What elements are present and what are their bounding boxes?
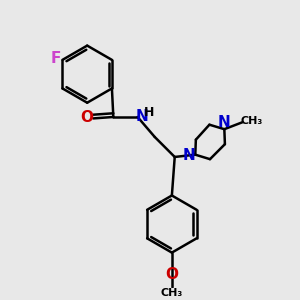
Text: H: H (144, 106, 154, 118)
Text: O: O (81, 110, 94, 125)
Text: CH₃: CH₃ (161, 288, 183, 298)
Text: O: O (165, 267, 178, 282)
Text: F: F (50, 51, 61, 66)
Text: CH₃: CH₃ (240, 116, 262, 126)
Text: N: N (218, 116, 231, 130)
Text: N: N (183, 148, 195, 163)
Text: N: N (136, 110, 149, 124)
